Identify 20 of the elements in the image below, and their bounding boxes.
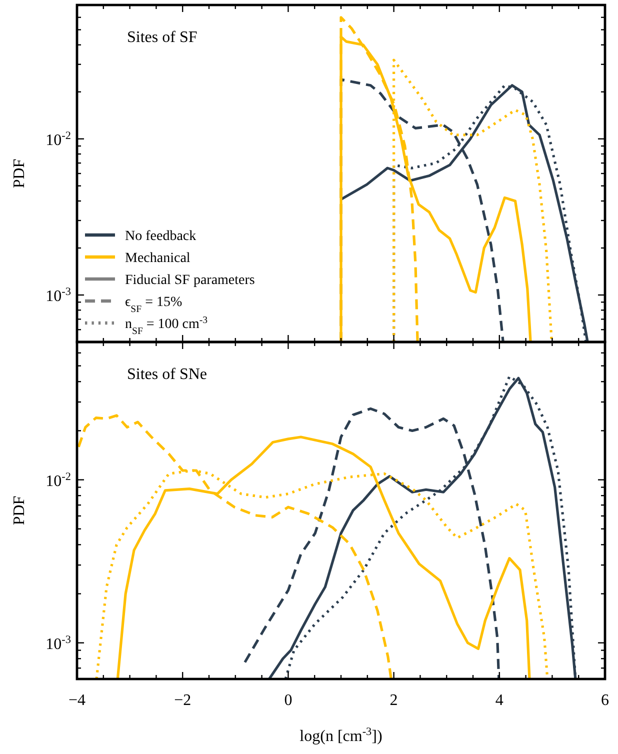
y-tick-label: 10$^{-3}$ — [46, 286, 72, 305]
x-axis-title: log(n [cm$^{-3}$]) — [300, 726, 382, 745]
y-axis-title: PDF — [11, 496, 28, 526]
legend-label: No feedback — [125, 229, 196, 244]
annotation: Fiducial SF parameters — [125, 273, 255, 288]
x-tick-label: 6 — [601, 692, 609, 709]
legend-label: Mechanical — [125, 251, 190, 266]
x-tick-label: 4 — [495, 692, 504, 709]
y-axis-title: PDF — [11, 158, 28, 188]
y-tick-label: 10$^{-3}$ — [46, 634, 72, 653]
text: Sites of SNe — [127, 366, 207, 383]
x-tick-label: −2 — [174, 692, 192, 709]
x-tick-label: 0 — [284, 692, 292, 709]
text: Sites of SF — [127, 29, 198, 46]
x-tick-label: 2 — [390, 692, 398, 709]
annotation: ϵ$_{SF}$ = 15% — [125, 295, 182, 314]
x-tick-label: −4 — [68, 692, 86, 709]
y-tick-label: 10$^{-2}$ — [46, 130, 71, 149]
annotation: n$_{SF}$ = 100 cm$^{-3}$ — [125, 314, 208, 336]
y-tick-label: 10$^{-2}$ — [46, 470, 71, 490]
